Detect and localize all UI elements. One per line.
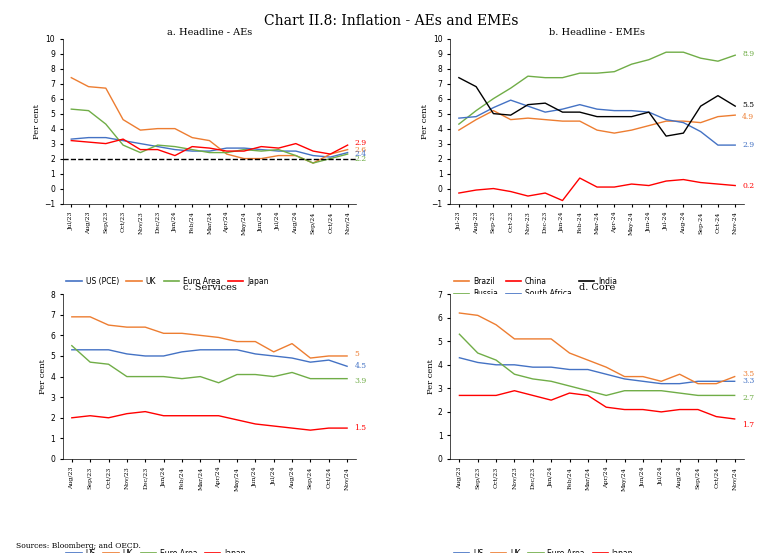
- Text: 1.7: 1.7: [742, 421, 754, 429]
- Text: 2.2: 2.2: [355, 155, 366, 163]
- Legend: US, UK, Euro Area, Japan: US, UK, Euro Area, Japan: [454, 549, 633, 553]
- Text: 4.9: 4.9: [742, 113, 754, 121]
- Text: 3.9: 3.9: [355, 377, 366, 385]
- Y-axis label: Per cent: Per cent: [39, 359, 47, 394]
- Legend: US (PCE), UK, Euro Area, Japan: US (PCE), UK, Euro Area, Japan: [67, 276, 269, 285]
- Text: 2.9: 2.9: [355, 139, 366, 147]
- Text: 2.9: 2.9: [742, 141, 754, 149]
- Y-axis label: Per cent: Per cent: [427, 359, 435, 394]
- Text: 5: 5: [355, 349, 359, 357]
- Legend: US, UK, Euro Area, Japan: US, UK, Euro Area, Japan: [67, 549, 246, 553]
- Y-axis label: Per cent: Per cent: [33, 103, 41, 139]
- Text: 1.5: 1.5: [355, 424, 366, 432]
- Title: b. Headline - EMEs: b. Headline - EMEs: [549, 28, 645, 36]
- Text: 8.9: 8.9: [742, 50, 754, 58]
- Text: 3.5: 3.5: [742, 370, 754, 378]
- Text: Chart II.8: Inflation - AEs and EMEs: Chart II.8: Inflation - AEs and EMEs: [264, 14, 519, 28]
- Y-axis label: Per cent: Per cent: [420, 103, 428, 139]
- Text: 2.4: 2.4: [355, 150, 366, 158]
- Text: Sources: Bloomberg; and OECD.: Sources: Bloomberg; and OECD.: [16, 542, 140, 550]
- Text: 5.5: 5.5: [742, 101, 754, 108]
- Title: a. Headline - AEs: a. Headline - AEs: [167, 28, 252, 36]
- Text: 3.3: 3.3: [742, 377, 754, 385]
- Text: 2.7: 2.7: [742, 394, 754, 402]
- Text: 4.5: 4.5: [355, 362, 366, 371]
- Text: 2.6: 2.6: [355, 145, 366, 154]
- Legend: Brazil, Russia, China, South Africa, India: Brazil, Russia, China, South Africa, Ind…: [454, 276, 617, 299]
- Title: c. Services: c. Services: [182, 283, 236, 292]
- Title: d. Core: d. Core: [579, 283, 615, 292]
- Text: 0.2: 0.2: [742, 181, 754, 190]
